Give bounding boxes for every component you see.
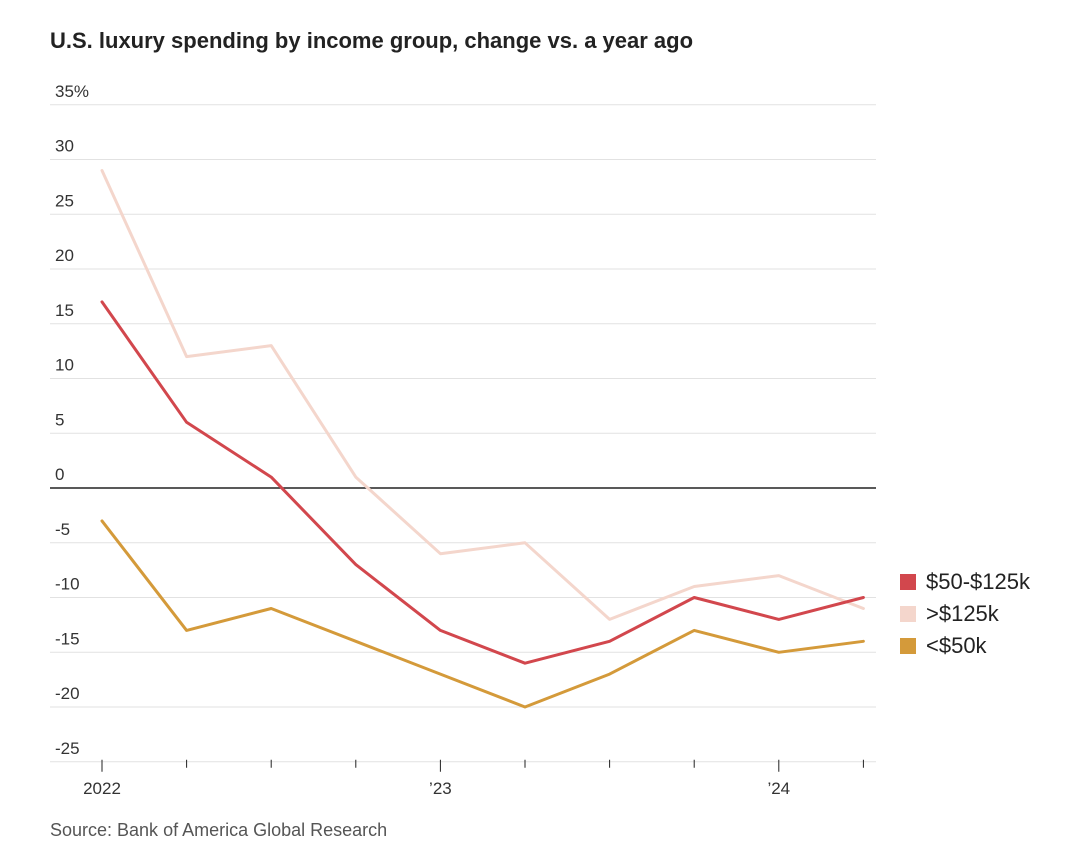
series-line-0 bbox=[100, 300, 865, 665]
legend-item-under-50k: <$50k bbox=[900, 630, 1030, 662]
y-tick-label: -5 bbox=[55, 520, 70, 539]
legend-item-50-125k: $50-$125k bbox=[900, 566, 1030, 598]
legend-item-over-125k: >$125k bbox=[900, 598, 1030, 630]
legend-swatch-over-125k bbox=[900, 606, 916, 622]
x-axis-ticks: 2022 ’23 ’24 bbox=[83, 759, 864, 798]
y-tick-label: 0 bbox=[55, 465, 64, 484]
y-tick-label: 30 bbox=[55, 137, 74, 156]
y-tick-label: 25 bbox=[55, 191, 74, 210]
series-layer bbox=[100, 169, 865, 709]
legend-swatch-under-50k bbox=[900, 638, 916, 654]
source-note: Source: Bank of America Global Research bbox=[50, 820, 388, 840]
y-tick-label: 15 bbox=[55, 301, 74, 320]
series-line-2 bbox=[100, 519, 865, 709]
series-line-1 bbox=[100, 169, 865, 621]
y-tick-label: 20 bbox=[55, 246, 74, 265]
y-tick-label: -15 bbox=[55, 629, 80, 648]
legend: $50-$125k >$125k <$50k bbox=[900, 566, 1030, 662]
y-tick-label: 35% bbox=[55, 82, 89, 101]
y-tick-label: 5 bbox=[55, 410, 64, 429]
y-tick-label: -20 bbox=[55, 684, 80, 703]
x-tick-label: ’24 bbox=[767, 779, 790, 798]
x-tick-label: ’23 bbox=[429, 779, 452, 798]
grid-layer bbox=[50, 104, 876, 763]
y-tick-label: 10 bbox=[55, 356, 74, 375]
legend-label-over-125k: >$125k bbox=[926, 601, 999, 626]
legend-label-50-125k: $50-$125k bbox=[926, 569, 1030, 594]
y-tick-label: -10 bbox=[55, 575, 80, 594]
x-tick-label: 2022 bbox=[83, 779, 121, 798]
legend-label-under-50k: <$50k bbox=[926, 633, 987, 658]
y-axis-ticks: 35% 30 25 20 15 10 5 0 -5 -10 -15 -20 -25 bbox=[55, 82, 89, 758]
legend-swatch-50-125k bbox=[900, 574, 916, 590]
chart-title: U.S. luxury spending by income group, ch… bbox=[50, 28, 694, 53]
y-tick-label: -25 bbox=[55, 739, 80, 758]
